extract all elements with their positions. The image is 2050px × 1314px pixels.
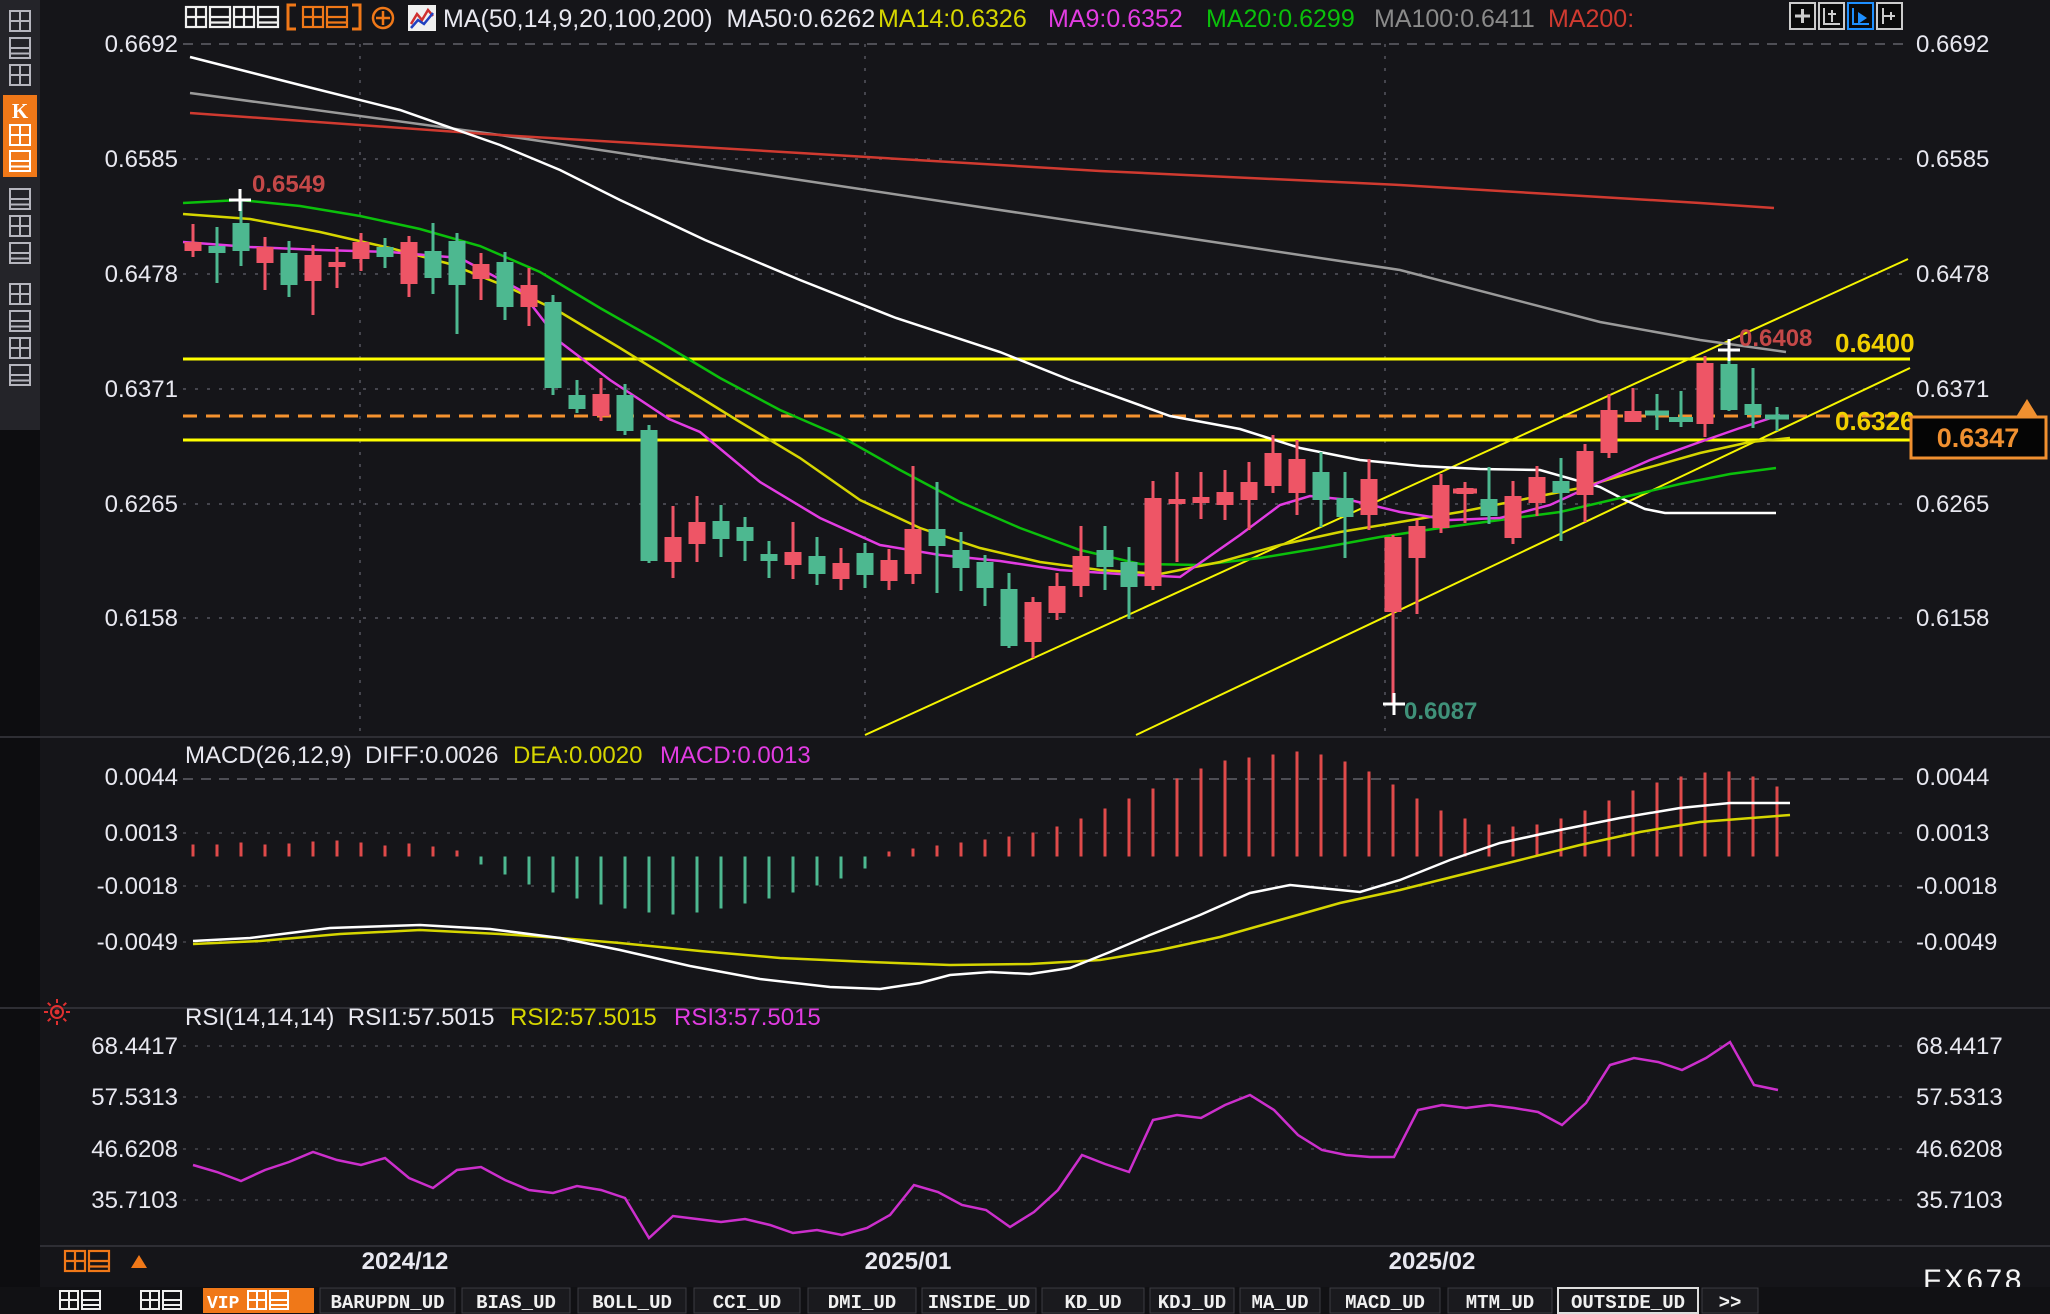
svg-text:-0.0049: -0.0049: [1916, 929, 1997, 956]
svg-text:>>: >>: [1719, 1292, 1742, 1314]
svg-text:2025/02: 2025/02: [1389, 1248, 1476, 1275]
svg-text:MA_UD: MA_UD: [1251, 1292, 1308, 1314]
svg-text:35.7103: 35.7103: [91, 1187, 178, 1214]
svg-text:0.0013: 0.0013: [1916, 820, 1989, 847]
svg-text:MA(50,14,9,20,100,200) MA50:0: MA(50,14,9,20,100,200) MA50:0.6262: [443, 5, 875, 33]
svg-text:MACD_UD: MACD_UD: [1345, 1292, 1425, 1314]
svg-text:-0.0049: -0.0049: [97, 929, 178, 956]
svg-text:INSIDE_UD: INSIDE_UD: [928, 1292, 1031, 1314]
svg-text:0.6087: 0.6087: [1404, 698, 1477, 725]
svg-text:0.6265: 0.6265: [105, 491, 178, 518]
svg-text:0.6265: 0.6265: [1916, 491, 1989, 518]
svg-text:2024/12: 2024/12: [362, 1248, 449, 1275]
svg-text:VIP: VIP: [207, 1294, 240, 1314]
svg-text:OUTSIDE_UD: OUTSIDE_UD: [1571, 1292, 1685, 1314]
svg-text:BOLL_UD: BOLL_UD: [592, 1292, 672, 1314]
svg-text:BARUPDN_UD: BARUPDN_UD: [330, 1292, 444, 1314]
svg-text:DEA:0.0020: DEA:0.0020: [513, 742, 642, 769]
svg-text:0.0044: 0.0044: [105, 764, 178, 791]
svg-text:35.7103: 35.7103: [1916, 1187, 2003, 1214]
svg-text:0.6158: 0.6158: [105, 605, 178, 632]
svg-text:0.6400: 0.6400: [1835, 328, 1915, 358]
svg-text:0.6585: 0.6585: [105, 146, 178, 173]
svg-text:0.6692: 0.6692: [105, 31, 178, 58]
svg-text:0.6549: 0.6549: [252, 171, 325, 198]
svg-text:0.6347: 0.6347: [1937, 423, 2020, 453]
svg-text:46.6208: 46.6208: [91, 1136, 178, 1163]
svg-text:DMI_UD: DMI_UD: [828, 1292, 896, 1314]
svg-text:MA200:: MA200:: [1548, 5, 1634, 33]
svg-text:57.5313: 57.5313: [1916, 1084, 2003, 1111]
svg-text:0.0013: 0.0013: [105, 820, 178, 847]
svg-text:0.6326: 0.6326: [1835, 406, 1915, 436]
svg-text:0.6371: 0.6371: [1916, 376, 1989, 403]
svg-text:0.6585: 0.6585: [1916, 146, 1989, 173]
svg-text:68.4417: 68.4417: [1916, 1033, 2003, 1060]
svg-text:KD_UD: KD_UD: [1064, 1292, 1121, 1314]
svg-text:MACD:0.0013: MACD:0.0013: [660, 742, 811, 769]
svg-text:57.5313: 57.5313: [91, 1084, 178, 1111]
svg-text:0.6478: 0.6478: [1916, 261, 1989, 288]
svg-text:2025/01: 2025/01: [865, 1248, 952, 1275]
svg-text:BIAS_UD: BIAS_UD: [476, 1292, 556, 1314]
svg-text:K: K: [12, 99, 29, 123]
svg-text:MA100:0.6411: MA100:0.6411: [1374, 5, 1535, 33]
svg-text:0.6408: 0.6408: [1739, 325, 1812, 352]
svg-text:46.6208: 46.6208: [1916, 1136, 2003, 1163]
svg-text:RSI2:57.5015: RSI2:57.5015: [510, 1004, 657, 1031]
svg-text:CCI_UD: CCI_UD: [713, 1292, 781, 1314]
svg-text:0.6158: 0.6158: [1916, 605, 1989, 632]
svg-text:RSI3:57.5015: RSI3:57.5015: [674, 1004, 821, 1031]
svg-text:-0.0018: -0.0018: [97, 873, 178, 900]
svg-text:0.6692: 0.6692: [1916, 31, 1989, 58]
svg-text:MA14:0.6326: MA14:0.6326: [878, 5, 1027, 33]
svg-text:0.0044: 0.0044: [1916, 764, 1989, 791]
svg-text:MACD(26,12,9) DIFF:0.0026: MACD(26,12,9) DIFF:0.0026: [185, 742, 498, 769]
svg-text:0.6371: 0.6371: [105, 376, 178, 403]
svg-text:KDJ_UD: KDJ_UD: [1158, 1292, 1226, 1314]
svg-text:MTM_UD: MTM_UD: [1466, 1292, 1534, 1314]
svg-text:0.6478: 0.6478: [105, 261, 178, 288]
svg-text:-0.0018: -0.0018: [1916, 873, 1997, 900]
svg-text:RSI(14,14,14) RSI1:57.5015: RSI(14,14,14) RSI1:57.5015: [185, 1004, 495, 1031]
svg-text:MA9:0.6352: MA9:0.6352: [1048, 5, 1183, 33]
svg-text:MA20:0.6299: MA20:0.6299: [1206, 5, 1355, 33]
svg-text:68.4417: 68.4417: [91, 1033, 178, 1060]
